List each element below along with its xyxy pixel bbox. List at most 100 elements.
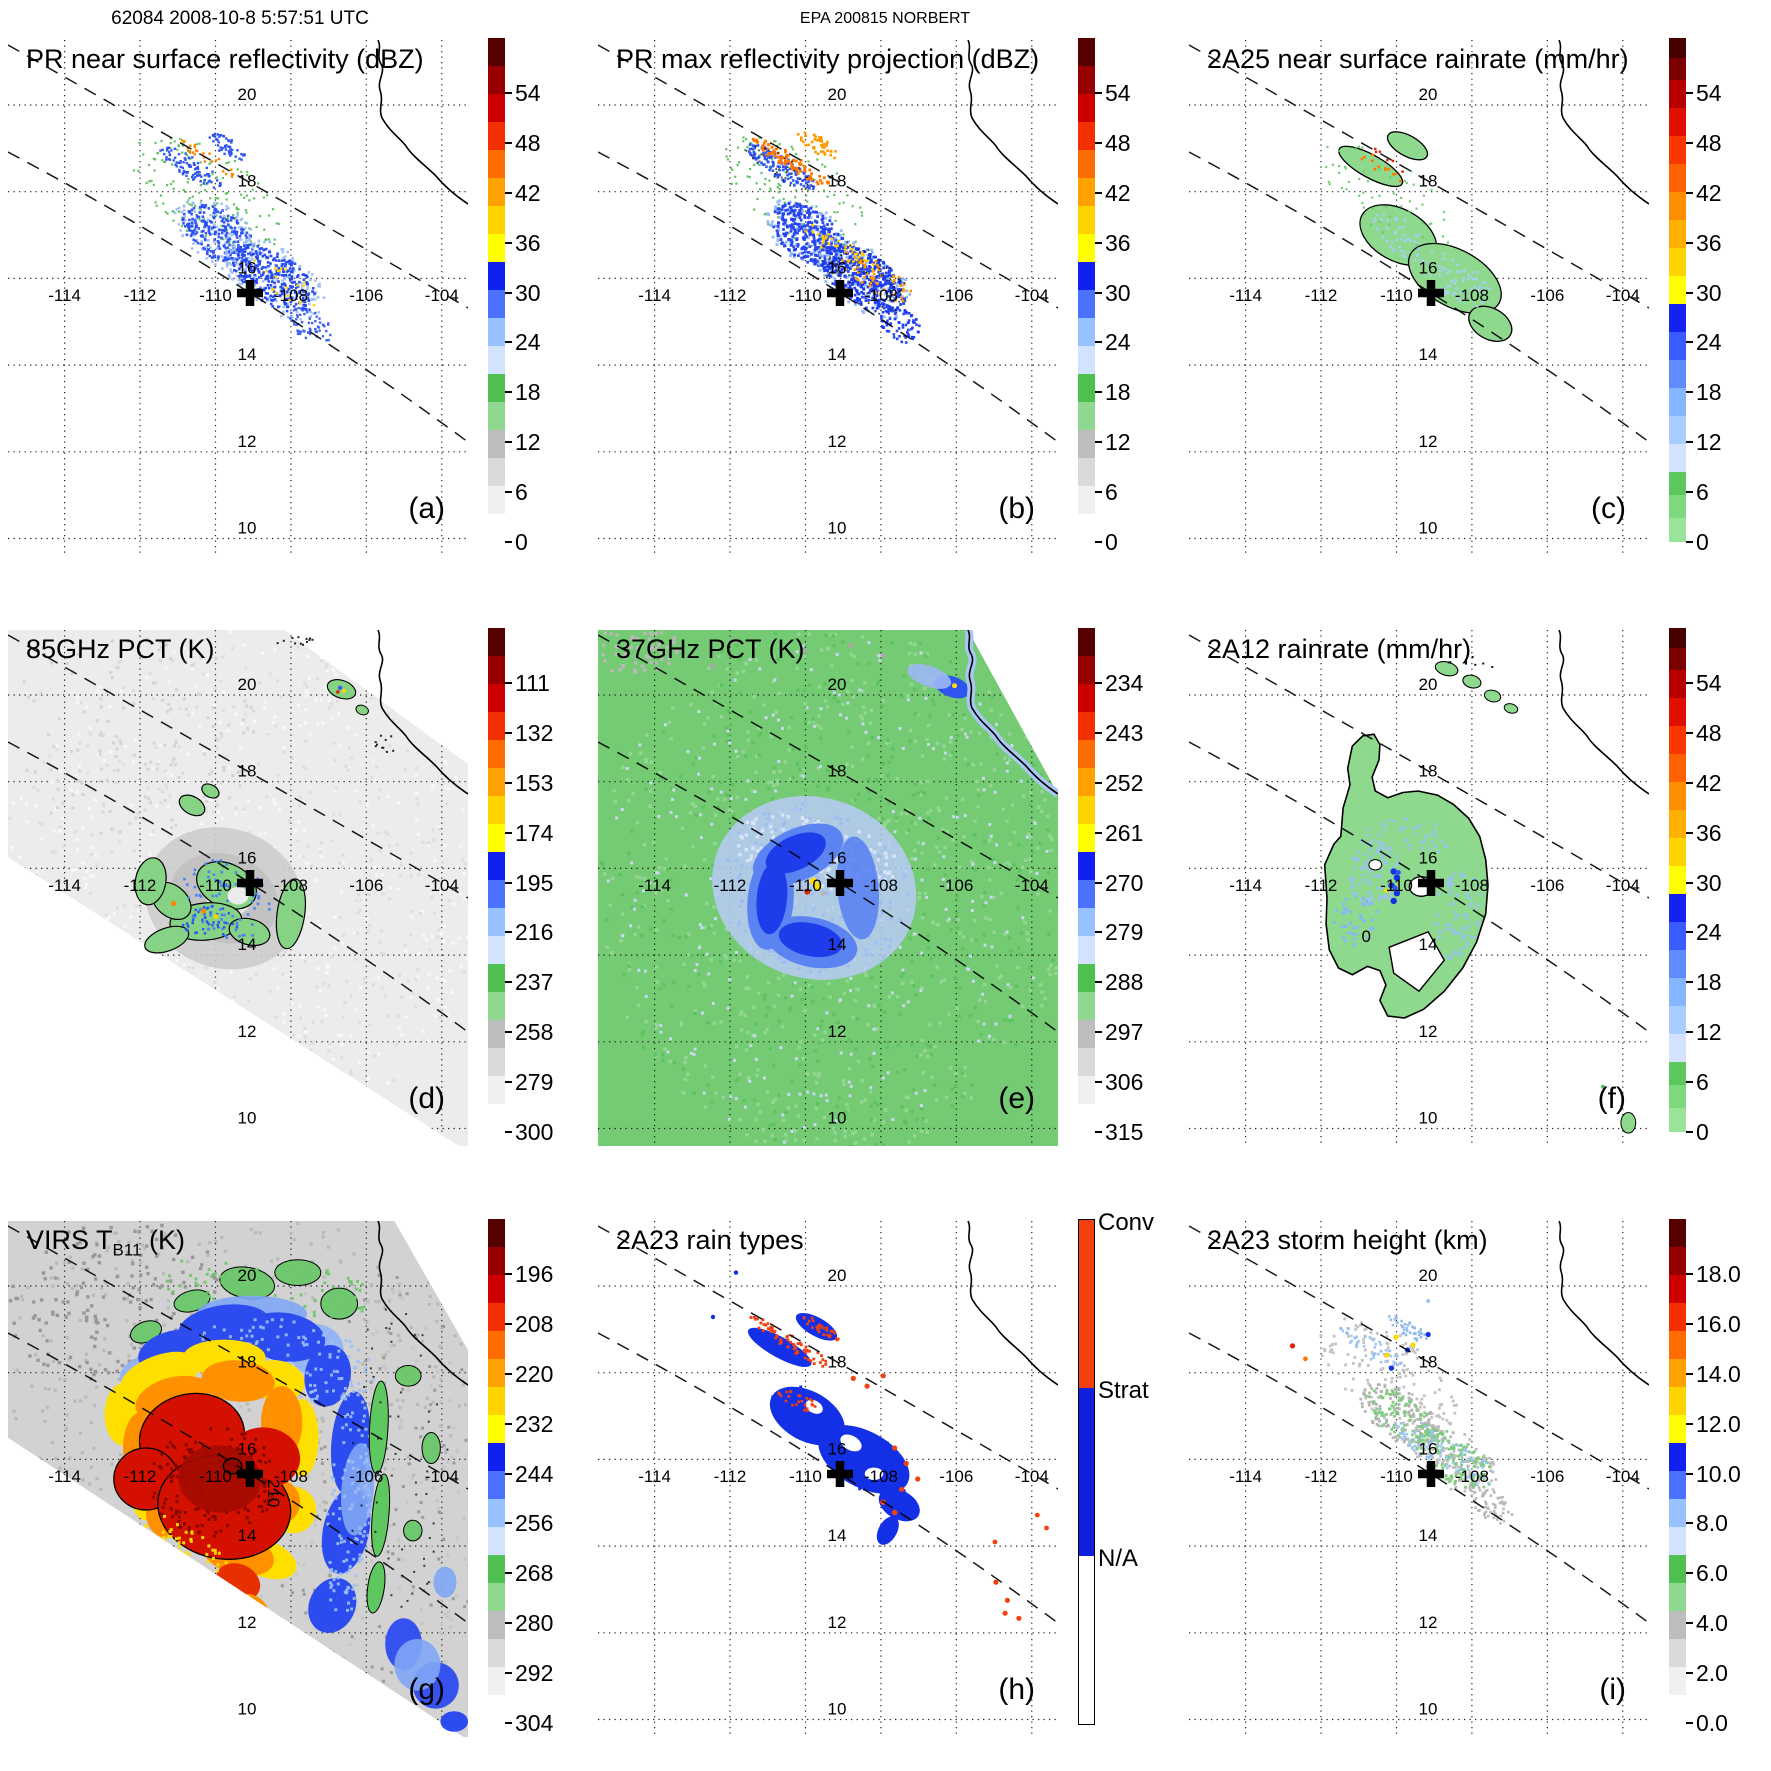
latlon-gridlines (1189, 40, 1649, 556)
colorbar-tick-mark (1686, 1472, 1693, 1475)
colorbar-tick-mark (505, 291, 512, 294)
colorbar-tick-label: 297 (1105, 1019, 1144, 1046)
colorbar-segment (1669, 1695, 1686, 1723)
colorbar-segment (1078, 739, 1095, 769)
svg-text:18: 18 (238, 762, 257, 781)
colorbar-segment (488, 514, 505, 542)
colorbar-segment (1078, 514, 1095, 542)
lat-tick-labels: 20 18 16 14 12 10 (828, 85, 847, 538)
colorbar-tick-label: 280 (515, 1610, 554, 1637)
colorbar-segment (1078, 261, 1095, 290)
contour-label: 0 (1362, 927, 1371, 946)
colorbar-tick-label: 6 (515, 479, 528, 506)
colorbar-seg-conv (1079, 1220, 1094, 1388)
colorbar-tick-mark (505, 1522, 512, 1525)
colorbar-segment (1078, 430, 1095, 458)
coastline (967, 630, 1058, 795)
colorbar-segment (488, 908, 505, 936)
colorbar-tick-label: 0 (1696, 529, 1709, 555)
colorbar-segment (488, 768, 505, 796)
panel-title-d: 85GHz PCT (K) (26, 634, 215, 665)
colorbar-tick-label: 24 (515, 329, 541, 356)
colorbar-segment (488, 824, 505, 852)
colorbar-tick-label: 42 (1105, 179, 1131, 206)
colorbar-segment (1669, 1108, 1686, 1132)
colorbar-segment (1669, 135, 1686, 164)
panel-letter-e: (e) (998, 1082, 1035, 1115)
colorbar-segment (488, 1442, 505, 1471)
colorbar-tick-label: 30 (1696, 869, 1722, 896)
panel-title-f: 2A12 rainrate (mm/hr) (1207, 634, 1471, 665)
colorbar-segment (488, 1471, 505, 1500)
colorbar-segment (1669, 977, 1686, 1006)
colorbar-tick-mark (505, 1372, 512, 1375)
latlon-gridlines (1189, 630, 1649, 1146)
colorbar-tick-mark (1686, 1081, 1693, 1084)
colorbar-segment (488, 795, 505, 825)
map-a: -114 -112 -110 -108 -106 -104 20 18 16 14 12 10 (8, 40, 468, 556)
colorbar-segment (488, 628, 505, 657)
colorbar-segment (488, 880, 505, 909)
svg-text:-108: -108 (274, 286, 308, 305)
colorbar-segment (1669, 304, 1686, 332)
colorbar-segment (488, 1020, 505, 1048)
colorbar-tick-mark (1095, 141, 1102, 144)
map-background (1189, 40, 1649, 556)
colorbar-tick-mark (1686, 1672, 1693, 1675)
colorbar-segment (1078, 824, 1095, 852)
colorbar-tick-label: 18 (1696, 379, 1722, 406)
colorbar-segment (488, 66, 505, 94)
colorbar-segment (488, 205, 505, 235)
colorbar-segment (1078, 684, 1095, 713)
panel-title-b: PR max reflectivity projection (dBZ) (616, 44, 1039, 75)
colorbar-segment (1669, 950, 1686, 978)
colorbar-tick-label: 132 (515, 719, 554, 746)
colorbar-segment (488, 851, 505, 880)
coastline (967, 1221, 1058, 1386)
colorbar-segment (1669, 444, 1686, 472)
colorbar-segment (1078, 1047, 1095, 1077)
colorbar-tick-mark (1686, 781, 1693, 784)
colorbar-tick-label: 6 (1105, 479, 1118, 506)
colorbar-tick-mark (1095, 491, 1102, 494)
colorbar-tick-label: 315 (1105, 1119, 1144, 1145)
latlon-gridlines (598, 1221, 1058, 1737)
colorbar-segment (1078, 374, 1095, 402)
colorbar-c (1669, 38, 1686, 542)
colorbar-segment (1669, 192, 1686, 220)
colorbar-segment (1078, 346, 1095, 375)
colorbar-tick-mark (1686, 1131, 1693, 1133)
colorbar-segment (488, 656, 505, 684)
colorbar-segment (488, 1582, 505, 1612)
colorbar-segment (1669, 79, 1686, 109)
colorbar-tick-mark (1686, 1031, 1693, 1034)
map-background (598, 40, 1058, 556)
map-background (8, 40, 468, 556)
colorbar-tick-label: 0.0 (1696, 1710, 1728, 1736)
colorbar-tick-label: 18.0 (1696, 1260, 1741, 1287)
colorbar-tick-label: 36 (515, 229, 541, 256)
svg-text:-114: -114 (1229, 286, 1262, 305)
title-text: PR max reflectivity projection (dBZ) (616, 44, 1040, 74)
colorbar-segment (1669, 1247, 1686, 1275)
colorbar-tick-mark (505, 191, 512, 194)
colorbar-segment (1078, 628, 1095, 657)
latlon-gridlines (8, 40, 468, 556)
colorbar-tick-label: 153 (515, 769, 554, 796)
svg-text:-112: -112 (124, 286, 157, 305)
colorbar-tick-label: 270 (1105, 869, 1144, 896)
colorbar-tick-label: 306 (1105, 1069, 1144, 1096)
raintype-label: Conv (1098, 1209, 1155, 1236)
colorbar-tick-label: 208 (515, 1310, 554, 1337)
latlon-gridlines (598, 40, 1058, 556)
colorbar-seg-strat (1079, 1388, 1094, 1556)
svg-text:20: 20 (238, 85, 257, 104)
colorbar-tick-label: 8.0 (1696, 1510, 1728, 1537)
panel-a: -114 -112 -110 -108 -106 -104 20 18 16 14 12 10 PR n… (0, 0, 590, 590)
colorbar-segment (488, 1386, 505, 1416)
colorbar-tick-label: 48 (1696, 129, 1722, 156)
colorbar-tick-mark (505, 831, 512, 834)
colorbar-segment (1669, 1611, 1686, 1639)
panel-f: -114 -112 -110 -108 -106 -104 20 18 16 14 12 10 0 2A1… (1181, 590, 1771, 1180)
colorbar-h (1078, 1219, 1095, 1725)
